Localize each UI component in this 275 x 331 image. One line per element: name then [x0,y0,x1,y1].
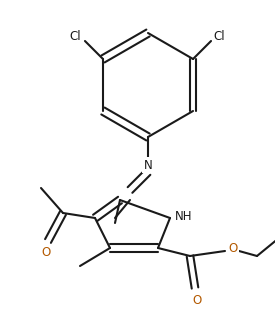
Text: O: O [192,295,202,307]
Text: O: O [228,243,238,256]
Text: Cl: Cl [213,29,225,42]
Text: O: O [41,247,51,260]
Text: Cl: Cl [69,29,81,42]
Text: NH: NH [175,210,193,222]
Text: N: N [144,159,152,171]
